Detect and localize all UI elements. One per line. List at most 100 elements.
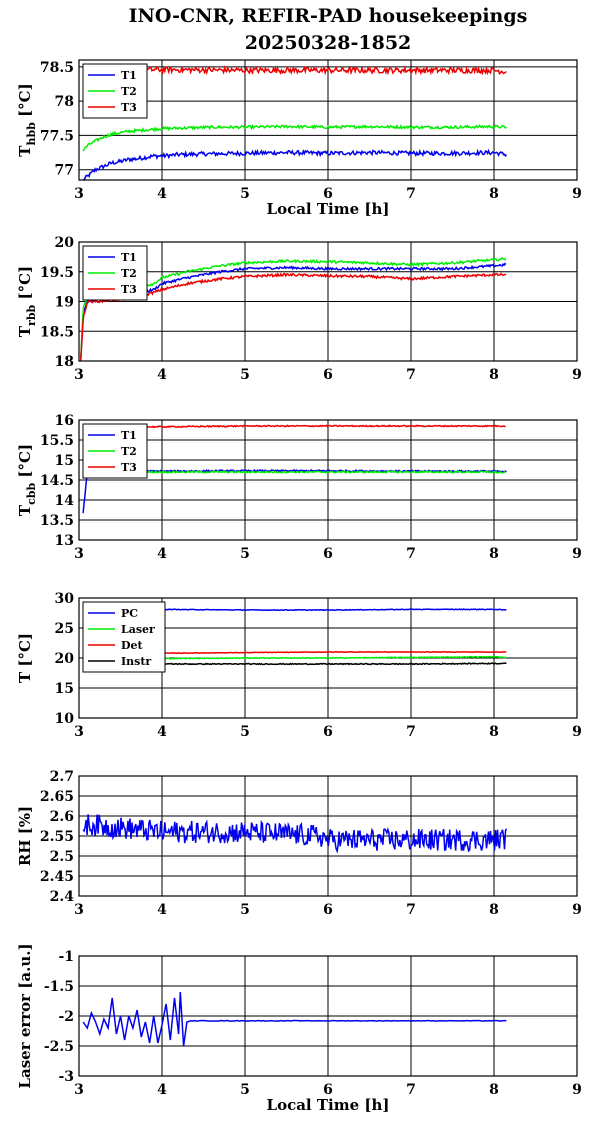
- y-tick-label: 2.7: [50, 769, 74, 785]
- legend-label: Laser: [121, 623, 155, 636]
- y-axis-label: Trbb [°C]: [16, 266, 38, 337]
- x-tick-label: 3: [74, 1082, 84, 1098]
- y-tick-label: 78.5: [40, 60, 74, 76]
- y-tick-label: 2.5: [50, 849, 74, 865]
- series-line-t3: [87, 424, 506, 430]
- legend-label: T3: [121, 283, 137, 296]
- y-tick-label: 15: [55, 453, 74, 469]
- plot-frame: [78, 775, 578, 897]
- figure-title-line2: 20250328-1852: [245, 32, 412, 54]
- y-tick-label: 2.45: [40, 869, 74, 885]
- y-tick-label: 10: [55, 711, 75, 727]
- series-line-t2: [79, 256, 507, 362]
- legend-label: T2: [121, 85, 137, 98]
- y-axis-label: T [°C]: [16, 633, 34, 683]
- y-axis-label-subscript: rbb: [25, 304, 38, 325]
- y-tick-label: 20: [55, 235, 75, 251]
- series-line-t1: [79, 262, 507, 362]
- legend-label: Det: [121, 639, 144, 652]
- y-tick-label: 15.5: [40, 433, 74, 449]
- y-axis-label-subscript: hbb: [25, 122, 38, 146]
- figure-title-line1: INO-CNR, REFIR-PAD housekeepings: [129, 5, 528, 27]
- y-tick-label: 2.65: [40, 789, 74, 805]
- legend-label: T3: [121, 101, 137, 114]
- x-tick-label: 8: [489, 186, 499, 202]
- x-tick-label: 6: [323, 546, 333, 562]
- y-axis-label-base: T: [16, 325, 34, 337]
- y-axis-label-unit: [°C]: [16, 444, 34, 483]
- x-tick-label: 7: [406, 186, 416, 202]
- legend-label: Instr: [121, 655, 151, 668]
- legend-label: T2: [121, 445, 137, 458]
- y-tick-label: 14.5: [40, 473, 74, 489]
- series-line-t2: [86, 470, 506, 475]
- legend: T1 T2 T3: [82, 245, 148, 301]
- x-tick-label: 9: [572, 902, 582, 918]
- legend-label: T3: [121, 461, 137, 474]
- x-tick-label: 4: [157, 902, 167, 918]
- legend-label: PC: [121, 607, 138, 620]
- y-axis-label-base: T: [16, 504, 34, 516]
- x-tick-label: 9: [572, 724, 582, 740]
- y-tick-label: 14: [55, 493, 75, 509]
- x-tick-label: 4: [157, 367, 167, 383]
- legend: T1 T2 T3: [82, 63, 148, 119]
- y-tick-label: 25: [55, 621, 74, 637]
- x-tick-label: 6: [323, 1082, 333, 1098]
- x-tick-label: 9: [572, 367, 582, 383]
- y-tick-label: -2.5: [44, 1039, 74, 1055]
- legend: PC Laser Det Instr: [82, 601, 166, 673]
- y-tick-label: 19: [55, 295, 74, 311]
- x-tick-label: 6: [323, 367, 333, 383]
- y-tick-label: -3: [58, 1069, 74, 1085]
- y-tick-label: 18.5: [40, 324, 74, 340]
- panel-3: 3 4 5 6 7 8 9 13 13.5 14 14.5 15 15.5 16 T1 T2 T3 Tcbb [°…: [16, 413, 582, 562]
- x-tick-label: 5: [240, 902, 250, 918]
- x-tick-label: 7: [406, 1082, 416, 1098]
- x-tick-label: 4: [157, 546, 167, 562]
- panel-6: 3 4 5 6 7 8 9 -3 -2.5 -2 -1.5 -1 Laser error [a.u.] L…: [16, 943, 582, 1114]
- legend-label: T1: [121, 251, 137, 264]
- x-tick-label: 8: [489, 724, 499, 740]
- y-axis-label: Laser error [a.u.]: [16, 943, 34, 1088]
- x-tick-label: 8: [489, 1082, 499, 1098]
- panel-2: 3 4 5 6 7 8 9 18 18.5 19 19.5 20 T1 T2 T3 Trbb [°C]: [16, 235, 582, 383]
- legend-label: T2: [121, 267, 137, 280]
- x-tick-label: 8: [489, 546, 499, 562]
- y-tick-label: 13.5: [40, 513, 74, 529]
- x-tick-label: 3: [74, 902, 84, 918]
- y-tick-label: 13: [55, 533, 74, 549]
- x-tick-label: 8: [489, 367, 499, 383]
- y-tick-label: 19.5: [40, 265, 74, 281]
- plot-frame: [78, 955, 578, 1077]
- x-tick-label: 9: [572, 546, 582, 562]
- plot-frame: [78, 419, 578, 541]
- panel-5: 3 4 5 6 7 8 9 2.4 2.45 2.5 2.55 2.6 2.65 2.7 RH [%]: [16, 769, 582, 918]
- y-axis-label: Thbb [°C]: [16, 83, 38, 156]
- x-tick-label: 5: [240, 724, 250, 740]
- x-tick-label: 6: [323, 902, 333, 918]
- y-tick-label: 78: [55, 94, 74, 110]
- legend: T1 T2 T3: [82, 423, 148, 479]
- y-axis-label-base: T: [16, 145, 34, 157]
- y-axis-label-base: T [°C]: [16, 633, 34, 683]
- y-axis-label: RH [%]: [16, 806, 34, 866]
- x-tick-label: 4: [157, 186, 167, 202]
- x-tick-label: 5: [240, 186, 250, 202]
- x-tick-label: 4: [157, 724, 167, 740]
- y-tick-label: -1: [58, 949, 74, 965]
- y-tick-label: 20: [55, 651, 75, 667]
- legend-label: T1: [121, 429, 137, 442]
- y-tick-label: 2.6: [50, 809, 74, 825]
- panel-4: 3 4 5 6 7 8 9 10 15 20 25 30 PC Laser Det Instr T [°C]: [16, 591, 582, 740]
- y-axis-label-unit: [°C]: [16, 266, 34, 305]
- x-axis-label: Local Time [h]: [267, 200, 390, 218]
- y-axis-label-unit: [°C]: [16, 83, 34, 122]
- series-line-data: [82, 991, 507, 1047]
- y-axis-label-base: RH [%]: [16, 806, 34, 866]
- x-tick-label: 5: [240, 1082, 250, 1098]
- series-line-t3: [82, 64, 507, 76]
